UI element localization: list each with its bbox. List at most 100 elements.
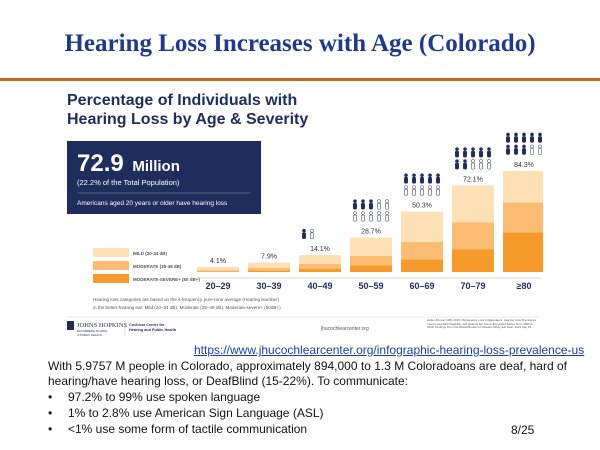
title-rule: [0, 78, 600, 81]
bullet-dot: •: [48, 406, 53, 420]
bullet-item: • 97.2% to 99% use spoken language: [48, 390, 488, 405]
body-paragraph: With 5.9757 M people in Colorado, approx…: [48, 359, 567, 388]
hearing-loss-infographic: Percentage of Individuals with Hearing L…: [63, 88, 543, 340]
bar-value-label: 84.3%: [514, 162, 534, 169]
bar-segment-moderate-severe-4: [401, 259, 443, 272]
person-icon: [404, 173, 408, 184]
person-icon: [530, 144, 534, 155]
person-icon: [463, 147, 467, 158]
logo-name: JOHNS HOPKINS: [77, 322, 127, 329]
person-icon: [361, 199, 365, 210]
person-icon: [302, 228, 306, 239]
people-icons-group: [302, 132, 542, 239]
bar-value-label: 7.9%: [261, 254, 277, 261]
infographic-title-line2: Hearing Loss by Age & Severity: [67, 111, 308, 128]
person-icon: [369, 211, 373, 222]
bullet-text: 1% to 2.8% use American Sign Language (A…: [68, 406, 324, 420]
bullet-dot: •: [48, 390, 53, 404]
x-tick-label: 60–69: [409, 281, 434, 291]
person-icon: [428, 185, 432, 196]
center-name-line2: Hearing and Public Health: [129, 328, 177, 332]
legend-swatch-severe: [93, 274, 129, 283]
person-icon: [506, 144, 510, 155]
person-icon: [353, 199, 357, 210]
x-tick-label: ≥80: [517, 281, 532, 291]
bullet-item: • 1% to 2.8% use American Sign Language (…: [48, 406, 488, 421]
bar-segment-moderate-5: [452, 222, 494, 250]
person-icon: [455, 147, 459, 158]
person-icon: [471, 147, 475, 158]
bar-segment-moderate-6: [503, 202, 543, 233]
bar-segment-mild-4: [401, 211, 443, 242]
person-icon: [353, 211, 357, 222]
stat-box: [67, 141, 261, 214]
person-icon: [369, 199, 373, 210]
bullet-text: <1% use some form of tactile communicati…: [68, 422, 308, 436]
bar-segment-moderate-severe-1: [248, 270, 290, 272]
bar-segment-mild-6: [503, 170, 543, 203]
svg-text:72.9 Million: 72.9 Million: [77, 150, 180, 177]
legend-label-severe: MODERATE-SEVERE+ (50 dB+): [133, 277, 200, 282]
footnote-line1: Hearing loss categories are based on the…: [93, 297, 280, 302]
x-tick-label: 40–49: [307, 281, 332, 291]
person-icon: [479, 147, 483, 158]
person-icon: [506, 132, 510, 143]
person-icon: [404, 185, 408, 196]
person-icon: [412, 185, 416, 196]
bar-segment-mild-2: [299, 255, 341, 264]
person-icon: [471, 159, 475, 170]
person-icon: [385, 211, 389, 222]
person-icon: [436, 173, 440, 184]
person-icon: [412, 173, 416, 184]
person-icon: [436, 185, 440, 196]
bar-segment-moderate-1: [248, 267, 290, 271]
infographic-svg: Percentage of Individuals with Hearing L…: [67, 92, 543, 337]
bars-group: 4.1% 20–29 7.9% 30–39 14.1% 40–49 28.7% 50–59 50…: [197, 162, 543, 291]
person-icon: [538, 144, 542, 155]
x-tick-label: 20–29: [205, 281, 230, 291]
bar-segment-moderate-severe-6: [503, 232, 543, 272]
bullet-text: 97.2% to 99% use spoken language: [68, 390, 261, 404]
footnote-line2: in the better-hearing ear: Mild (20–34 d…: [93, 305, 281, 310]
person-icon: [310, 228, 314, 239]
infographic-title-line1: Percentage of Individuals with: [67, 92, 297, 109]
bar-segment-mild-5: [452, 185, 494, 223]
person-icon: [514, 132, 518, 143]
bar-segment-mild-3: [350, 237, 392, 256]
person-icon: [428, 173, 432, 184]
person-icon: [530, 132, 534, 143]
x-tick-label: 30–39: [256, 281, 281, 291]
person-icon: [463, 159, 467, 170]
person-icon: [361, 211, 365, 222]
bar-segment-moderate-0: [197, 270, 239, 272]
stat-unit: Million: [132, 158, 180, 175]
bar-segment-moderate-4: [401, 242, 443, 260]
citation-wrapper: Haile LM et al. GBD 2019 USA Hearing Los…: [427, 319, 537, 330]
stat-value: 72.9: [77, 150, 124, 177]
person-icon: [487, 147, 491, 158]
x-tick-label: 50–59: [358, 281, 383, 291]
slide-title: Hearing Loss Increases with Age (Colorad…: [64, 30, 536, 57]
person-icon: [377, 199, 381, 210]
person-icon: [514, 144, 518, 155]
bar-segment-moderate-severe-3: [350, 265, 392, 272]
bar-value-label: 4.1%: [210, 258, 226, 265]
citation-text: Haile LM et al. GBD 2019 USA Hearing Los…: [427, 319, 537, 330]
bullet-item: • <1% use some form of tactile communicat…: [48, 422, 488, 437]
person-icon: [487, 159, 491, 170]
page-number: 8/25: [511, 423, 535, 437]
bar-segment-moderate-severe-2: [299, 268, 341, 272]
logo-sub1: BLOOMBERG SCHOOL: [77, 329, 108, 333]
bar-segment-mild-1: [248, 262, 290, 268]
bar-segment-moderate-severe-5: [452, 249, 494, 272]
bar-value-label: 50.3%: [412, 203, 432, 210]
bar-segment-moderate-2: [299, 263, 341, 269]
person-icon: [455, 159, 459, 170]
bar-value-label: 72.1%: [463, 176, 483, 183]
center-name-line1: Cochlear Center for: [129, 323, 165, 327]
person-icon: [522, 144, 526, 155]
person-icon: [420, 185, 424, 196]
stat-description: Americans aged 20 years or older have he…: [77, 200, 228, 207]
source-link[interactable]: https://www.jhucochlearcenter.org/infogr…: [194, 343, 585, 357]
person-icon: [522, 132, 526, 143]
